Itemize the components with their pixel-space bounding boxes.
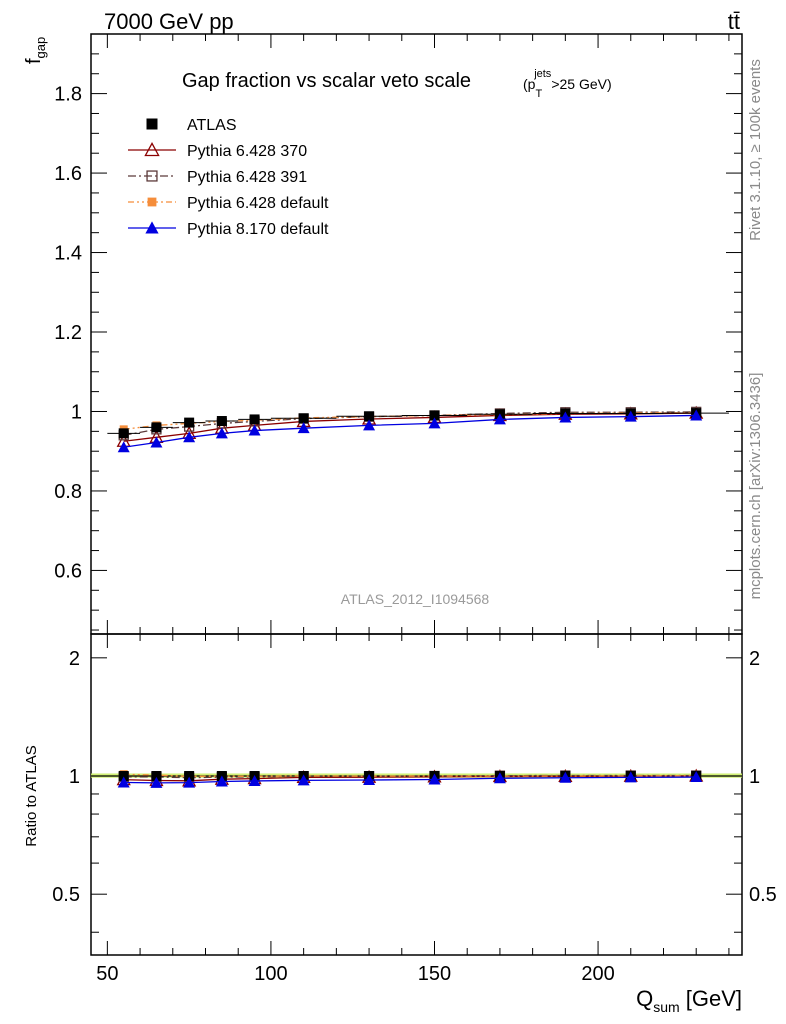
data-point xyxy=(363,419,376,431)
data-point xyxy=(559,411,572,423)
data-point xyxy=(184,417,195,428)
data-point xyxy=(216,416,227,427)
title-cut-close: >25 GeV) xyxy=(551,76,611,92)
ratio-y-tick-label: 0.5 xyxy=(52,884,80,906)
data-point xyxy=(183,431,196,443)
chart-title: Gap fraction vs scalar veto scale xyxy=(182,70,471,92)
ratio-frame xyxy=(90,633,743,956)
data-point xyxy=(364,411,375,422)
legend-marker xyxy=(147,197,157,207)
ratio-point xyxy=(690,771,703,783)
data-point xyxy=(248,424,261,436)
ratio-point xyxy=(248,774,261,786)
ratio-point xyxy=(624,771,637,783)
series-4 xyxy=(117,409,703,788)
ratio-point xyxy=(363,774,376,786)
x-axis-label: Qsum [GeV] xyxy=(636,986,742,1015)
ratio-point xyxy=(215,775,228,787)
y-tick-label: 1.6 xyxy=(54,163,82,185)
series-line xyxy=(123,414,697,448)
ratio-y-tick-label: 2 xyxy=(69,648,80,670)
data-point xyxy=(297,422,310,434)
legend-marker xyxy=(144,142,160,157)
x-tick-label: 200 xyxy=(581,963,614,985)
x-tick-label: 150 xyxy=(418,963,451,985)
y-tick-label: 1.8 xyxy=(54,84,82,106)
ratio-y-tick-label-right: 1 xyxy=(749,766,760,788)
data-point xyxy=(117,441,130,453)
legend-label: Pythia 8.170 default xyxy=(187,221,329,238)
legend: ATLAS Pythia 6.428 370 Pythia 6.428 391 Pyt… xyxy=(128,117,329,238)
title-cut-open: (p xyxy=(523,76,536,92)
data-point xyxy=(690,409,703,421)
legend-marker xyxy=(146,118,158,130)
data-point xyxy=(118,428,129,439)
series-line xyxy=(123,412,697,431)
x-tick-label: 50 xyxy=(96,963,118,985)
ratio-y-tick-label-right: 0.5 xyxy=(749,884,777,906)
analysis-label: ATLAS_2012_I1094568 xyxy=(341,591,490,607)
ratio-point xyxy=(428,773,441,785)
ratio-y-tick-label-right: 2 xyxy=(749,648,760,670)
y-axis-label: fgap xyxy=(23,37,48,64)
energy-label: 7000 GeV pp xyxy=(104,9,234,34)
ratio-y-axis-label: Ratio to ATLAS xyxy=(23,745,40,846)
legend-marker xyxy=(146,170,158,182)
y-axis-label-main: f xyxy=(23,58,45,64)
data-point xyxy=(151,422,162,433)
process-label: tt̄ xyxy=(728,9,740,34)
y-tick-label: 0.8 xyxy=(54,481,82,503)
ratio-series-line xyxy=(123,776,697,784)
title-cut: (pTjets>25 GeV) xyxy=(523,68,612,100)
ratio-point xyxy=(183,776,196,788)
data-point xyxy=(624,410,637,422)
ratio-point xyxy=(150,776,163,788)
legend-label: Pythia 6.428 default xyxy=(187,195,329,212)
ratio-point xyxy=(151,771,162,782)
rivet-label: Rivet 3.1.10, ≥ 100k events xyxy=(747,59,764,241)
x-axis-label-sub: sum xyxy=(653,999,679,1015)
reference-label: mcplots.cern.ch [arXiv:1306.3436] xyxy=(747,373,764,600)
legend-label: Pythia 6.428 370 xyxy=(187,143,307,160)
ratio-point xyxy=(559,771,572,783)
data-point xyxy=(493,413,506,425)
data-point xyxy=(298,413,309,424)
data-point xyxy=(249,414,260,425)
data-point xyxy=(215,427,228,439)
y-tick-label: 0.6 xyxy=(54,560,82,582)
ratio-point xyxy=(118,771,129,782)
ratio-series-line xyxy=(123,773,697,778)
ratio-point xyxy=(297,774,310,786)
legend-marker xyxy=(145,221,159,234)
ratio-point xyxy=(493,772,506,784)
x-axis-label-unit: [GeV] xyxy=(680,986,742,1011)
ratio-point xyxy=(117,776,130,788)
x-axis-label-main: Q xyxy=(636,986,653,1011)
ratio-point xyxy=(184,771,195,782)
y-axis-label-sub: gap xyxy=(33,37,48,59)
y-tick-label: 1 xyxy=(71,401,82,423)
title-cut-sup: jets xyxy=(533,68,552,80)
legend-label: Pythia 6.428 391 xyxy=(187,169,307,186)
y-tick-label: 1.4 xyxy=(54,243,82,265)
x-tick-label: 100 xyxy=(254,963,287,985)
legend-label: ATLAS xyxy=(187,117,237,134)
data-point xyxy=(429,410,440,421)
title-cut-sub: T xyxy=(535,88,542,100)
data-point xyxy=(150,436,163,448)
data-point xyxy=(428,417,441,429)
ratio-y-tick-label: 1 xyxy=(69,766,80,788)
y-tick-label: 1.2 xyxy=(54,322,82,344)
series-line xyxy=(123,412,697,442)
